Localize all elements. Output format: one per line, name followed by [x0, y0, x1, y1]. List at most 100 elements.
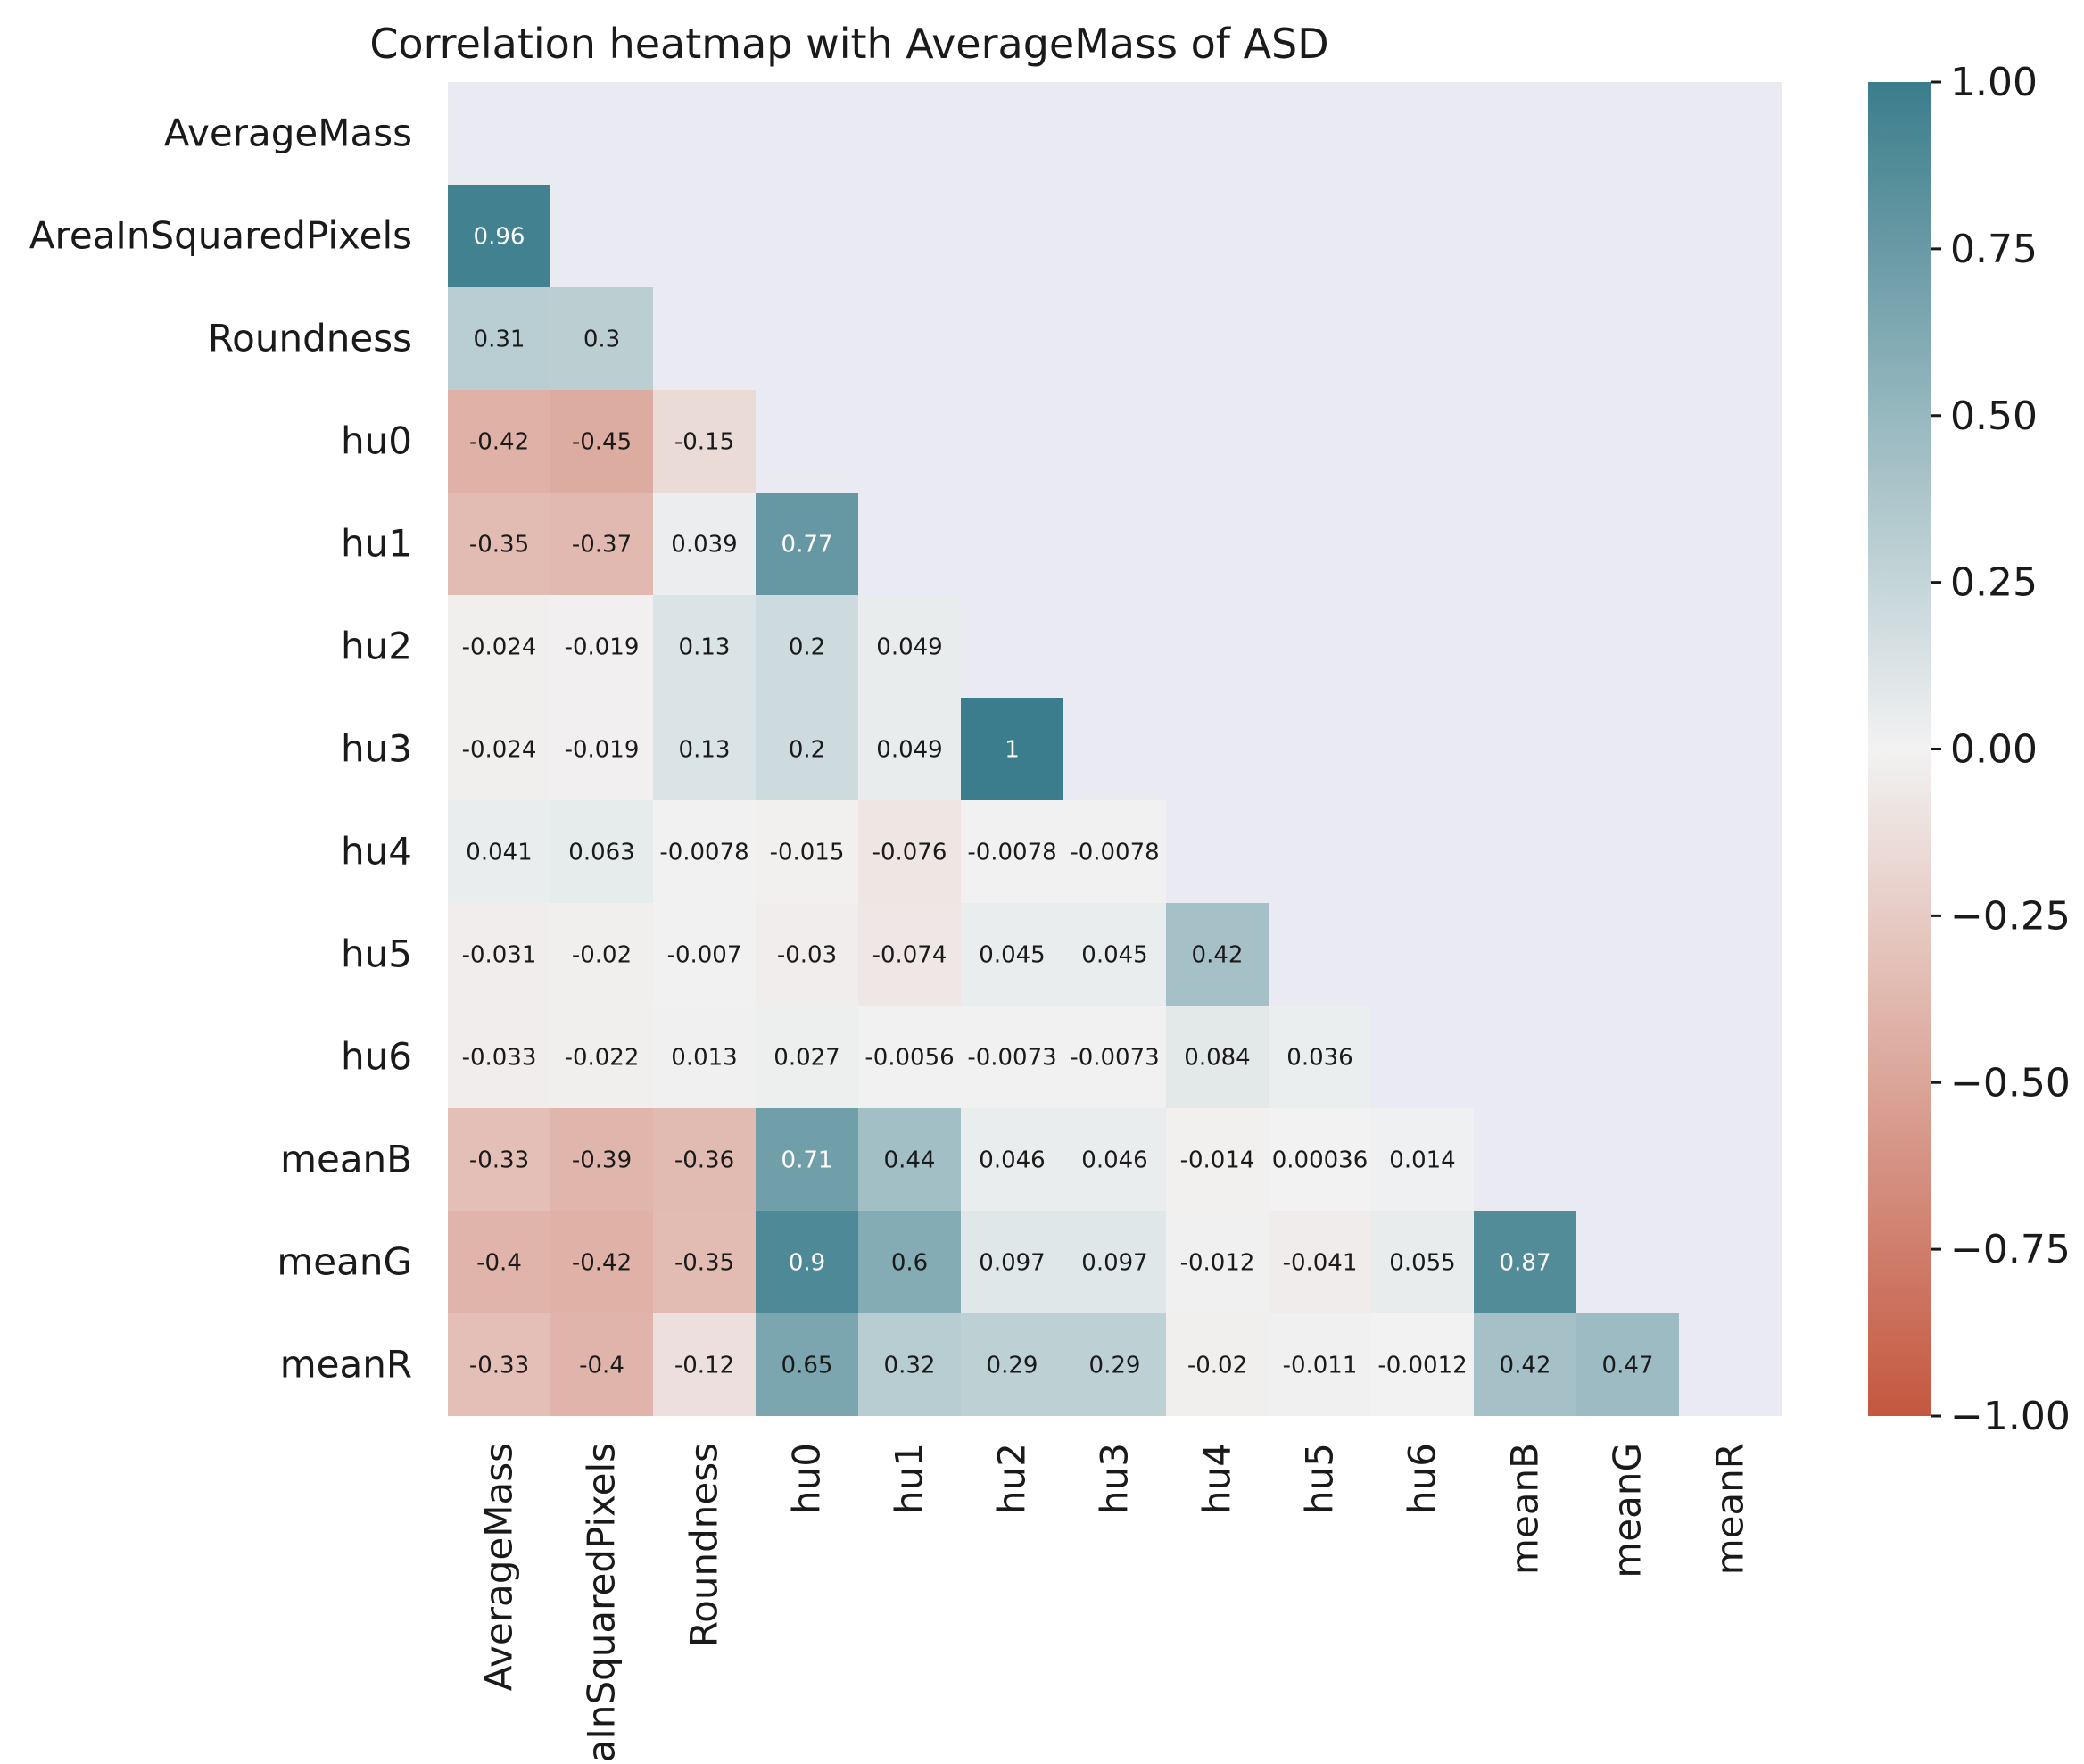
heatmap-cell [550, 1006, 653, 1108]
heatmap-cell [756, 595, 858, 698]
heatmap-cell [448, 595, 550, 698]
cell-value-label: -0.0073 [967, 1045, 1056, 1072]
heatmap-cell [550, 493, 653, 595]
cell-value-label: 0.097 [979, 1250, 1045, 1277]
cell-value-label: 0.13 [679, 634, 731, 661]
heatmap-cell [858, 1006, 961, 1108]
heatmap-cell [653, 390, 756, 493]
cell-value-label: -0.012 [1180, 1250, 1255, 1277]
heatmap-cell [448, 698, 550, 800]
y-tick-label: hu0 [341, 419, 412, 463]
heatmap-cell [550, 390, 653, 493]
cell-value-label: -0.011 [1283, 1353, 1358, 1379]
heatmap-cell [448, 800, 550, 903]
heatmap-cell [550, 1108, 653, 1211]
cell-value-label: 0.96 [474, 224, 525, 251]
cell-value-label: 0.13 [679, 737, 731, 764]
heatmap-cell [961, 1006, 1063, 1108]
heatmap-cell [448, 1211, 550, 1313]
cell-value-label: -0.014 [1180, 1147, 1255, 1174]
x-tick-label: AverageMass [477, 1443, 521, 1691]
x-tick-label: hu1 [888, 1443, 931, 1514]
x-tick-label: meanR [1708, 1443, 1752, 1575]
heatmap-cell [1166, 903, 1269, 1006]
cell-value-label: 0.00036 [1272, 1147, 1369, 1174]
cell-value-label: -0.33 [469, 1353, 529, 1379]
heatmap-cell [756, 1211, 858, 1313]
heatmap-cell [756, 1006, 858, 1108]
heatmap-cell [1063, 1006, 1166, 1108]
heatmap-cell [756, 1108, 858, 1211]
cell-value-label: -0.4 [476, 1250, 522, 1277]
cell-value-label: 0.045 [1081, 942, 1147, 969]
heatmap-cell [756, 903, 858, 1006]
heatmap-cell [1576, 1313, 1679, 1416]
cell-value-label: -0.0073 [1070, 1045, 1159, 1072]
cell-value-label: -0.15 [674, 429, 734, 456]
cell-value-label: 0.42 [1500, 1353, 1551, 1379]
colorbar-tick-label: 0.25 [1950, 560, 2038, 606]
y-tick-label: AreaInSquaredPixels [29, 214, 412, 258]
cell-value-label: -0.007 [667, 942, 742, 969]
cell-value-label: -0.45 [572, 429, 632, 456]
heatmap-cell [653, 800, 756, 903]
cell-value-label: -0.0056 [864, 1045, 954, 1072]
cell-value-label: -0.015 [770, 840, 845, 866]
cell-value-label: 0.046 [979, 1147, 1045, 1174]
y-tick-label: AverageMass [164, 112, 412, 155]
heatmap-cell [448, 903, 550, 1006]
cell-value-label: 0.71 [782, 1147, 833, 1174]
heatmap-cell [1269, 1211, 1371, 1313]
cell-value-label: 0.046 [1081, 1147, 1147, 1174]
heatmap-cell [653, 1211, 756, 1313]
heatmap-cell [550, 800, 653, 903]
cell-value-label: -0.12 [674, 1353, 734, 1379]
cell-value-label: 0.31 [474, 327, 525, 353]
cell-value-label: -0.37 [572, 532, 632, 559]
cell-value-label: 0.055 [1389, 1250, 1455, 1277]
cell-value-label: -0.0078 [659, 840, 748, 866]
cell-value-label: -0.35 [469, 532, 529, 559]
heatmap-cell [961, 1313, 1063, 1416]
cell-value-label: -0.076 [872, 840, 947, 866]
cell-value-label: -0.36 [674, 1147, 734, 1174]
cell-value-label: 0.32 [884, 1353, 936, 1379]
heatmap-cell [1474, 1211, 1576, 1313]
heatmap-cell [550, 1211, 653, 1313]
colorbar-tick-label: −0.50 [1950, 1060, 2071, 1106]
heatmap-cell [1269, 1108, 1371, 1211]
colorbar-tick-label: −1.00 [1950, 1394, 2071, 1439]
cell-value-label: 0.29 [987, 1353, 1038, 1379]
cell-value-label: -0.0012 [1377, 1353, 1467, 1379]
heatmap-cell [858, 1313, 961, 1416]
y-tick-label: hu1 [341, 522, 412, 566]
heatmap-cell [653, 903, 756, 1006]
y-tick-label: hu6 [341, 1035, 412, 1079]
cell-value-label: 0.2 [789, 737, 825, 764]
heatmap-cell [448, 1108, 550, 1211]
cell-value-label: -0.03 [777, 942, 837, 969]
cell-value-label: 0.2 [789, 634, 825, 661]
colorbar-tick-label: −0.75 [1950, 1227, 2071, 1272]
y-tick-label: meanB [280, 1138, 412, 1181]
heatmap-cell [756, 1313, 858, 1416]
heatmap-cell [1269, 1313, 1371, 1416]
cell-value-label: 0.027 [773, 1045, 839, 1072]
heatmap-cell [858, 698, 961, 800]
heatmap-cell [653, 698, 756, 800]
x-tick-label: hu5 [1298, 1443, 1342, 1514]
cell-value-label: 0.47 [1602, 1353, 1654, 1379]
chart-title: Correlation heatmap with AverageMass of … [369, 20, 1328, 68]
heatmap-cell [961, 800, 1063, 903]
heatmap-cell [858, 595, 961, 698]
cell-value-label: 0.42 [1192, 942, 1244, 969]
x-tick-label: meanG [1606, 1443, 1650, 1578]
cell-value-label: -0.0078 [967, 840, 1056, 866]
cell-value-label: 0.44 [884, 1147, 936, 1174]
heatmap-cell [961, 1211, 1063, 1313]
heatmap-cell [1371, 1108, 1474, 1211]
cell-value-label: -0.019 [565, 737, 640, 764]
y-tick-label: hu4 [341, 830, 412, 874]
heatmap-cell [448, 185, 550, 287]
